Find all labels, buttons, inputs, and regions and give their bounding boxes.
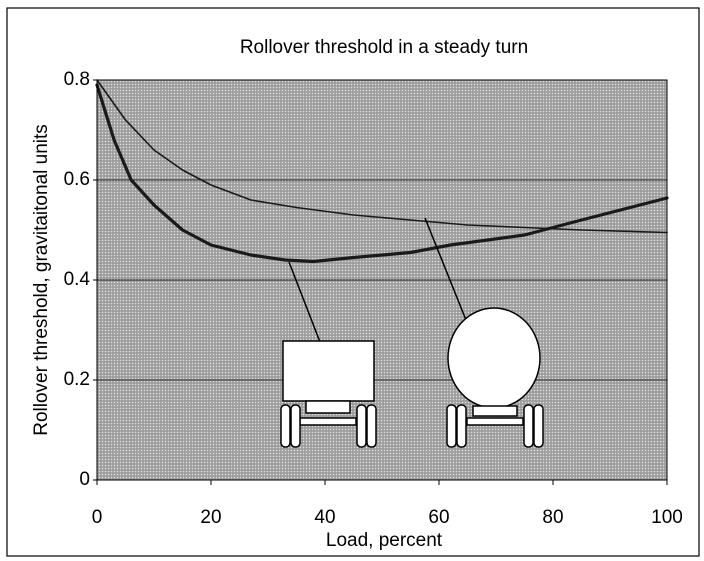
x-axis-label: Load, percent: [326, 530, 443, 551]
x-tick-label: 100: [651, 507, 683, 528]
series-line: [96, 79, 668, 234]
vehicle-icons: [280, 217, 544, 448]
chart-title: Rollover threshold in a steady turn: [240, 37, 528, 58]
y-tick-label: 0.6: [64, 169, 90, 190]
y-tick-label: 0.2: [64, 369, 90, 390]
y-tick-label: 0.8: [64, 69, 90, 90]
x-tick-label: 20: [200, 507, 221, 528]
x-tick-label: 60: [428, 507, 449, 528]
y-tick-label: 0: [79, 469, 90, 490]
frame: [6, 7, 700, 557]
series-line: [95, 83, 669, 264]
x-tick-label: 0: [92, 507, 103, 528]
y-tick-label: 0.4: [64, 269, 91, 290]
x-tick-label: 40: [314, 507, 335, 528]
x-tick-label: 80: [542, 507, 563, 528]
y-axis-label: Rollover threshold, gravitaitonal units: [31, 124, 52, 436]
